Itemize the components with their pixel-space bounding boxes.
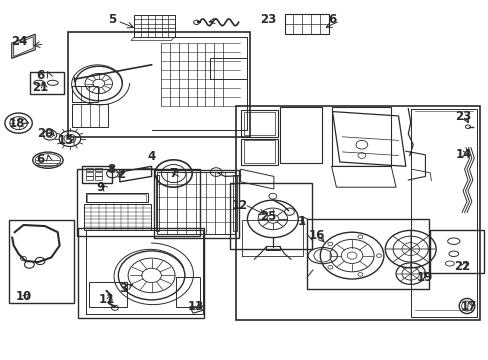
Bar bbox=[86, 172, 93, 176]
Bar bbox=[134, 15, 175, 37]
Text: 6: 6 bbox=[36, 69, 44, 82]
Text: 24: 24 bbox=[11, 35, 28, 48]
Text: 17: 17 bbox=[459, 300, 476, 313]
Text: 9: 9 bbox=[97, 181, 104, 194]
Bar bbox=[68, 32, 250, 137]
Text: 8: 8 bbox=[107, 163, 115, 176]
Bar bbox=[240, 139, 277, 165]
Bar bbox=[157, 172, 234, 234]
Text: 4: 4 bbox=[147, 150, 155, 163]
Text: 18: 18 bbox=[9, 117, 25, 130]
Text: 1: 1 bbox=[298, 215, 305, 228]
Text: 16: 16 bbox=[308, 229, 325, 242]
Text: 14: 14 bbox=[454, 148, 471, 161]
Bar bbox=[82, 166, 112, 183]
Bar bbox=[30, 72, 63, 94]
Bar bbox=[331, 107, 390, 166]
Bar bbox=[72, 86, 98, 102]
Text: 15: 15 bbox=[58, 134, 74, 147]
Bar bbox=[77, 169, 200, 236]
Text: 22: 22 bbox=[453, 260, 469, 273]
Bar bbox=[229, 183, 311, 249]
Bar bbox=[89, 282, 127, 307]
Text: 11: 11 bbox=[98, 293, 115, 306]
Text: 19: 19 bbox=[415, 271, 432, 284]
Bar bbox=[243, 112, 274, 135]
Bar bbox=[95, 172, 102, 176]
Bar bbox=[95, 176, 102, 180]
Bar bbox=[154, 170, 238, 238]
Bar bbox=[9, 220, 74, 303]
Text: 23: 23 bbox=[454, 111, 471, 123]
Bar bbox=[176, 277, 199, 307]
Bar bbox=[265, 246, 279, 250]
Text: 20: 20 bbox=[37, 127, 54, 140]
Text: 3: 3 bbox=[120, 282, 127, 294]
Bar bbox=[236, 106, 479, 320]
Text: 6: 6 bbox=[36, 153, 44, 166]
Bar bbox=[85, 193, 147, 202]
Text: 12: 12 bbox=[231, 199, 247, 212]
Text: 23: 23 bbox=[259, 13, 276, 26]
Bar bbox=[210, 58, 246, 79]
Text: 7: 7 bbox=[169, 167, 177, 180]
Bar bbox=[78, 228, 204, 318]
Bar bbox=[284, 14, 328, 34]
Bar bbox=[240, 110, 277, 137]
Bar bbox=[429, 230, 483, 273]
Bar bbox=[233, 175, 236, 231]
Bar bbox=[279, 107, 321, 163]
Text: 2: 2 bbox=[117, 168, 125, 181]
Bar bbox=[243, 140, 274, 163]
Bar bbox=[87, 194, 146, 202]
Text: 21: 21 bbox=[32, 81, 48, 94]
Text: 6: 6 bbox=[328, 13, 336, 26]
Bar bbox=[95, 168, 102, 171]
Bar bbox=[86, 176, 93, 180]
Bar bbox=[155, 175, 159, 231]
Text: 25: 25 bbox=[259, 210, 276, 223]
Bar bbox=[84, 204, 150, 230]
Bar bbox=[72, 104, 107, 127]
Text: 13: 13 bbox=[187, 300, 203, 312]
Bar bbox=[86, 168, 93, 171]
Text: 10: 10 bbox=[15, 291, 32, 303]
Bar bbox=[306, 219, 428, 289]
Text: 5: 5 bbox=[108, 13, 116, 26]
